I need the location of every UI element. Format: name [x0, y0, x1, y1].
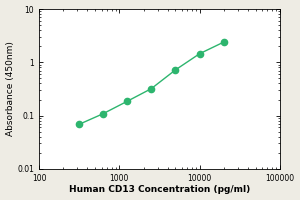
- Y-axis label: Absorbance (450nm): Absorbance (450nm): [6, 41, 15, 136]
- Point: [76, 123, 81, 126]
- Point: [100, 112, 105, 115]
- Point: [197, 52, 202, 55]
- Point: [173, 68, 178, 72]
- Point: [149, 87, 154, 90]
- Point: [221, 40, 226, 44]
- Point: [125, 100, 130, 103]
- X-axis label: Human CD13 Concentration (pg/ml): Human CD13 Concentration (pg/ml): [69, 185, 250, 194]
